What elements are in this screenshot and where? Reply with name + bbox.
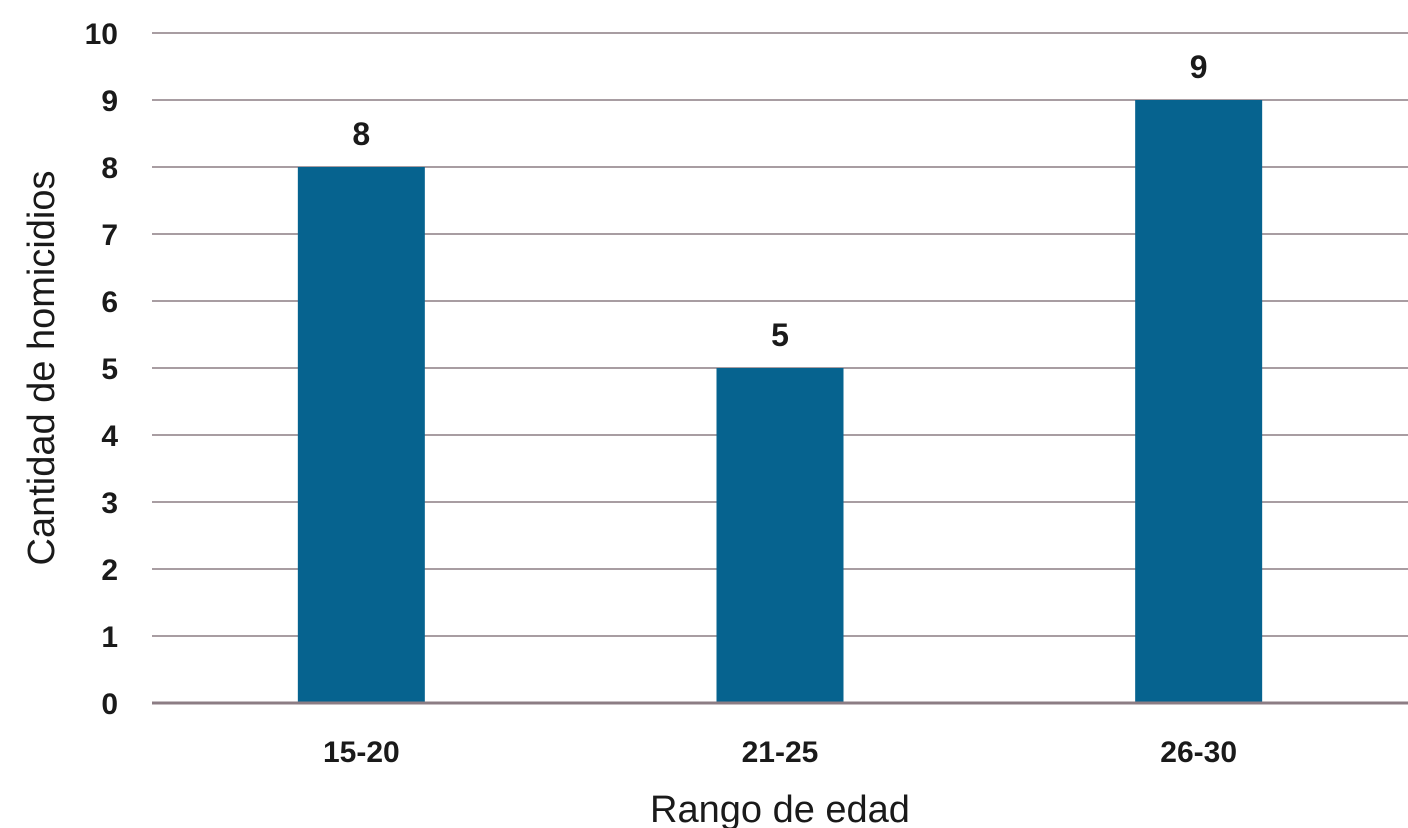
data-label: 5 — [771, 317, 789, 353]
x-axis-ticks: 15-20 21-25 26-30 — [323, 736, 1237, 769]
y-axis-ticks: 0 1 2 3 4 5 6 7 8 9 10 — [85, 18, 119, 721]
y-axis-title: Cantidad de homicidios — [21, 170, 63, 565]
y-tick-label: 7 — [101, 219, 118, 252]
x-tick-label: 21-25 — [742, 736, 819, 769]
y-tick-label: 3 — [101, 487, 118, 520]
x-tick-label: 26-30 — [1160, 736, 1237, 769]
y-tick-label: 2 — [101, 554, 118, 587]
x-axis-title: Rango de edad — [650, 789, 910, 828]
y-tick-label: 10 — [85, 18, 118, 51]
y-tick-label: 8 — [101, 152, 118, 185]
data-labels: 8 5 9 — [352, 49, 1207, 353]
bars — [297, 100, 1263, 703]
y-tick-label: 0 — [101, 688, 118, 721]
y-tick-label: 9 — [101, 85, 118, 118]
bar-26-30 — [1135, 100, 1263, 703]
bar-21-25 — [716, 368, 844, 703]
y-tick-label: 1 — [101, 621, 118, 654]
y-tick-label: 4 — [101, 420, 118, 453]
x-tick-label: 15-20 — [323, 736, 400, 769]
y-tick-label: 5 — [101, 353, 118, 386]
bar-15-20 — [297, 167, 425, 703]
data-label: 8 — [352, 116, 370, 152]
data-label: 9 — [1190, 49, 1208, 85]
y-tick-label: 6 — [101, 286, 118, 319]
